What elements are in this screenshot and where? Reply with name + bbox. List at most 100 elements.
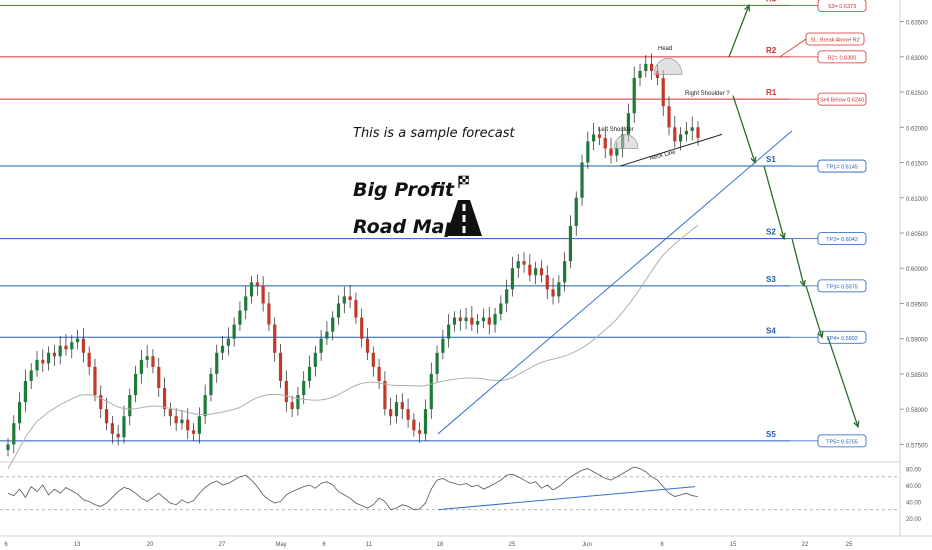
x-tick-label: 20 [147,542,154,548]
x-tick-label: May [275,542,286,548]
candle-body [12,423,16,445]
candle-body [574,197,578,226]
rsi-trendline [437,486,696,511]
level-box-text: TP4= 0.5902 [826,336,858,342]
level-box-text: TP3= 0.5975 [826,284,858,290]
candle-body [284,380,288,403]
candle-body [452,317,457,325]
y-tick-label: 0.62500 [906,91,928,97]
candle-body [563,261,567,283]
candle-body [661,77,665,107]
forecast-arrowhead [853,420,860,429]
level-label-s3: S3 [766,275,776,284]
forecast-arrow-2 [732,95,756,163]
rsi-line [7,466,699,511]
y-tick-label: 0.59000 [906,338,928,344]
right-shoulder-label: Right Shoulder ? [685,91,730,97]
x-tick-label: 25 [509,542,516,548]
candle-body [186,419,190,431]
candle-body [464,317,468,322]
candle-body [534,268,538,276]
sl-connector [779,38,807,58]
candle-body [360,317,364,339]
candle-body [389,409,393,417]
candle-body [174,416,178,424]
candle-body [586,141,590,163]
candle-body [481,317,486,322]
candle-body [168,409,172,417]
candle-body [41,359,45,364]
candle-body [597,134,602,138]
level-box-text: Sell Below 0.6240 [820,98,864,104]
forecast-arrow-4 [791,238,805,287]
candle-body [313,352,317,367]
candle-body [209,373,213,396]
candle-body [348,296,352,300]
candle-body [539,268,544,276]
candle-body [35,359,39,371]
candle-body [139,359,143,374]
candle-body [365,338,370,353]
left-shoulder-label: Left Shoulder [598,127,634,133]
candle-body [23,380,27,403]
y-tick-label: 0.61500 [906,162,928,168]
headline-big-profit: Big Profit [353,179,455,201]
candle-body [371,352,375,367]
x-tick-label: 22 [802,542,809,548]
candle-body [203,395,207,417]
level-box-s2 [817,232,867,246]
candle-body [377,366,381,381]
level-box-text: TP5= 0.5755 [826,439,858,445]
x-tick-label: 6 [322,542,326,548]
candle-body [522,261,526,265]
x-tick-label: 18 [437,542,444,548]
candle-body [267,303,271,325]
level-box-s3 [817,279,867,293]
moving-average-line [7,224,699,470]
candle-body [261,285,265,304]
candle-body [296,395,300,410]
level-box-r3 [817,0,867,12]
y-tick-label: 0.61000 [906,197,928,203]
candle-body [383,380,387,410]
forecast-arrowhead [817,331,824,339]
candle-body [52,352,56,357]
candle-body [75,338,80,343]
x-tick-label: 13 [74,542,81,548]
level-box-text: R2= 0.6300 [828,55,857,61]
candle-body [626,113,631,135]
candle-body [516,261,520,269]
candle-body [568,225,573,262]
neck-line [619,133,723,167]
forecast-arrowhead [779,232,786,241]
rsi-y-tick-label: 80.00 [906,468,922,474]
level-label-s1: S1 [766,155,776,164]
candle-body [290,402,294,410]
candle-body [487,317,491,325]
checkered-flag-icon [458,175,469,188]
candle-body [510,268,515,290]
candle-body [696,127,700,138]
candle-body [435,352,439,374]
candle-body [249,282,254,297]
candle-body [110,423,114,434]
x-tick-label: 27 [219,542,226,548]
candle-body [325,331,329,339]
level-box-r2 [817,50,867,64]
candle-body [609,148,613,156]
candle-body [6,444,10,451]
x-tick-label: 6 [4,542,8,548]
left-shoulder-dome [613,134,639,149]
candle-body [157,366,161,389]
candle-body [220,345,225,353]
stop-loss-box [805,32,865,46]
candle-body [580,162,584,198]
level-label-r3: R3 [766,0,777,3]
candle-body [46,352,51,364]
candle-body [180,419,184,424]
candle-body [99,395,103,410]
rsi-y-tick-label: 20.00 [906,517,922,523]
candle-body [644,63,648,71]
x-tick-label: 11 [366,542,373,548]
candle-body [122,416,126,438]
